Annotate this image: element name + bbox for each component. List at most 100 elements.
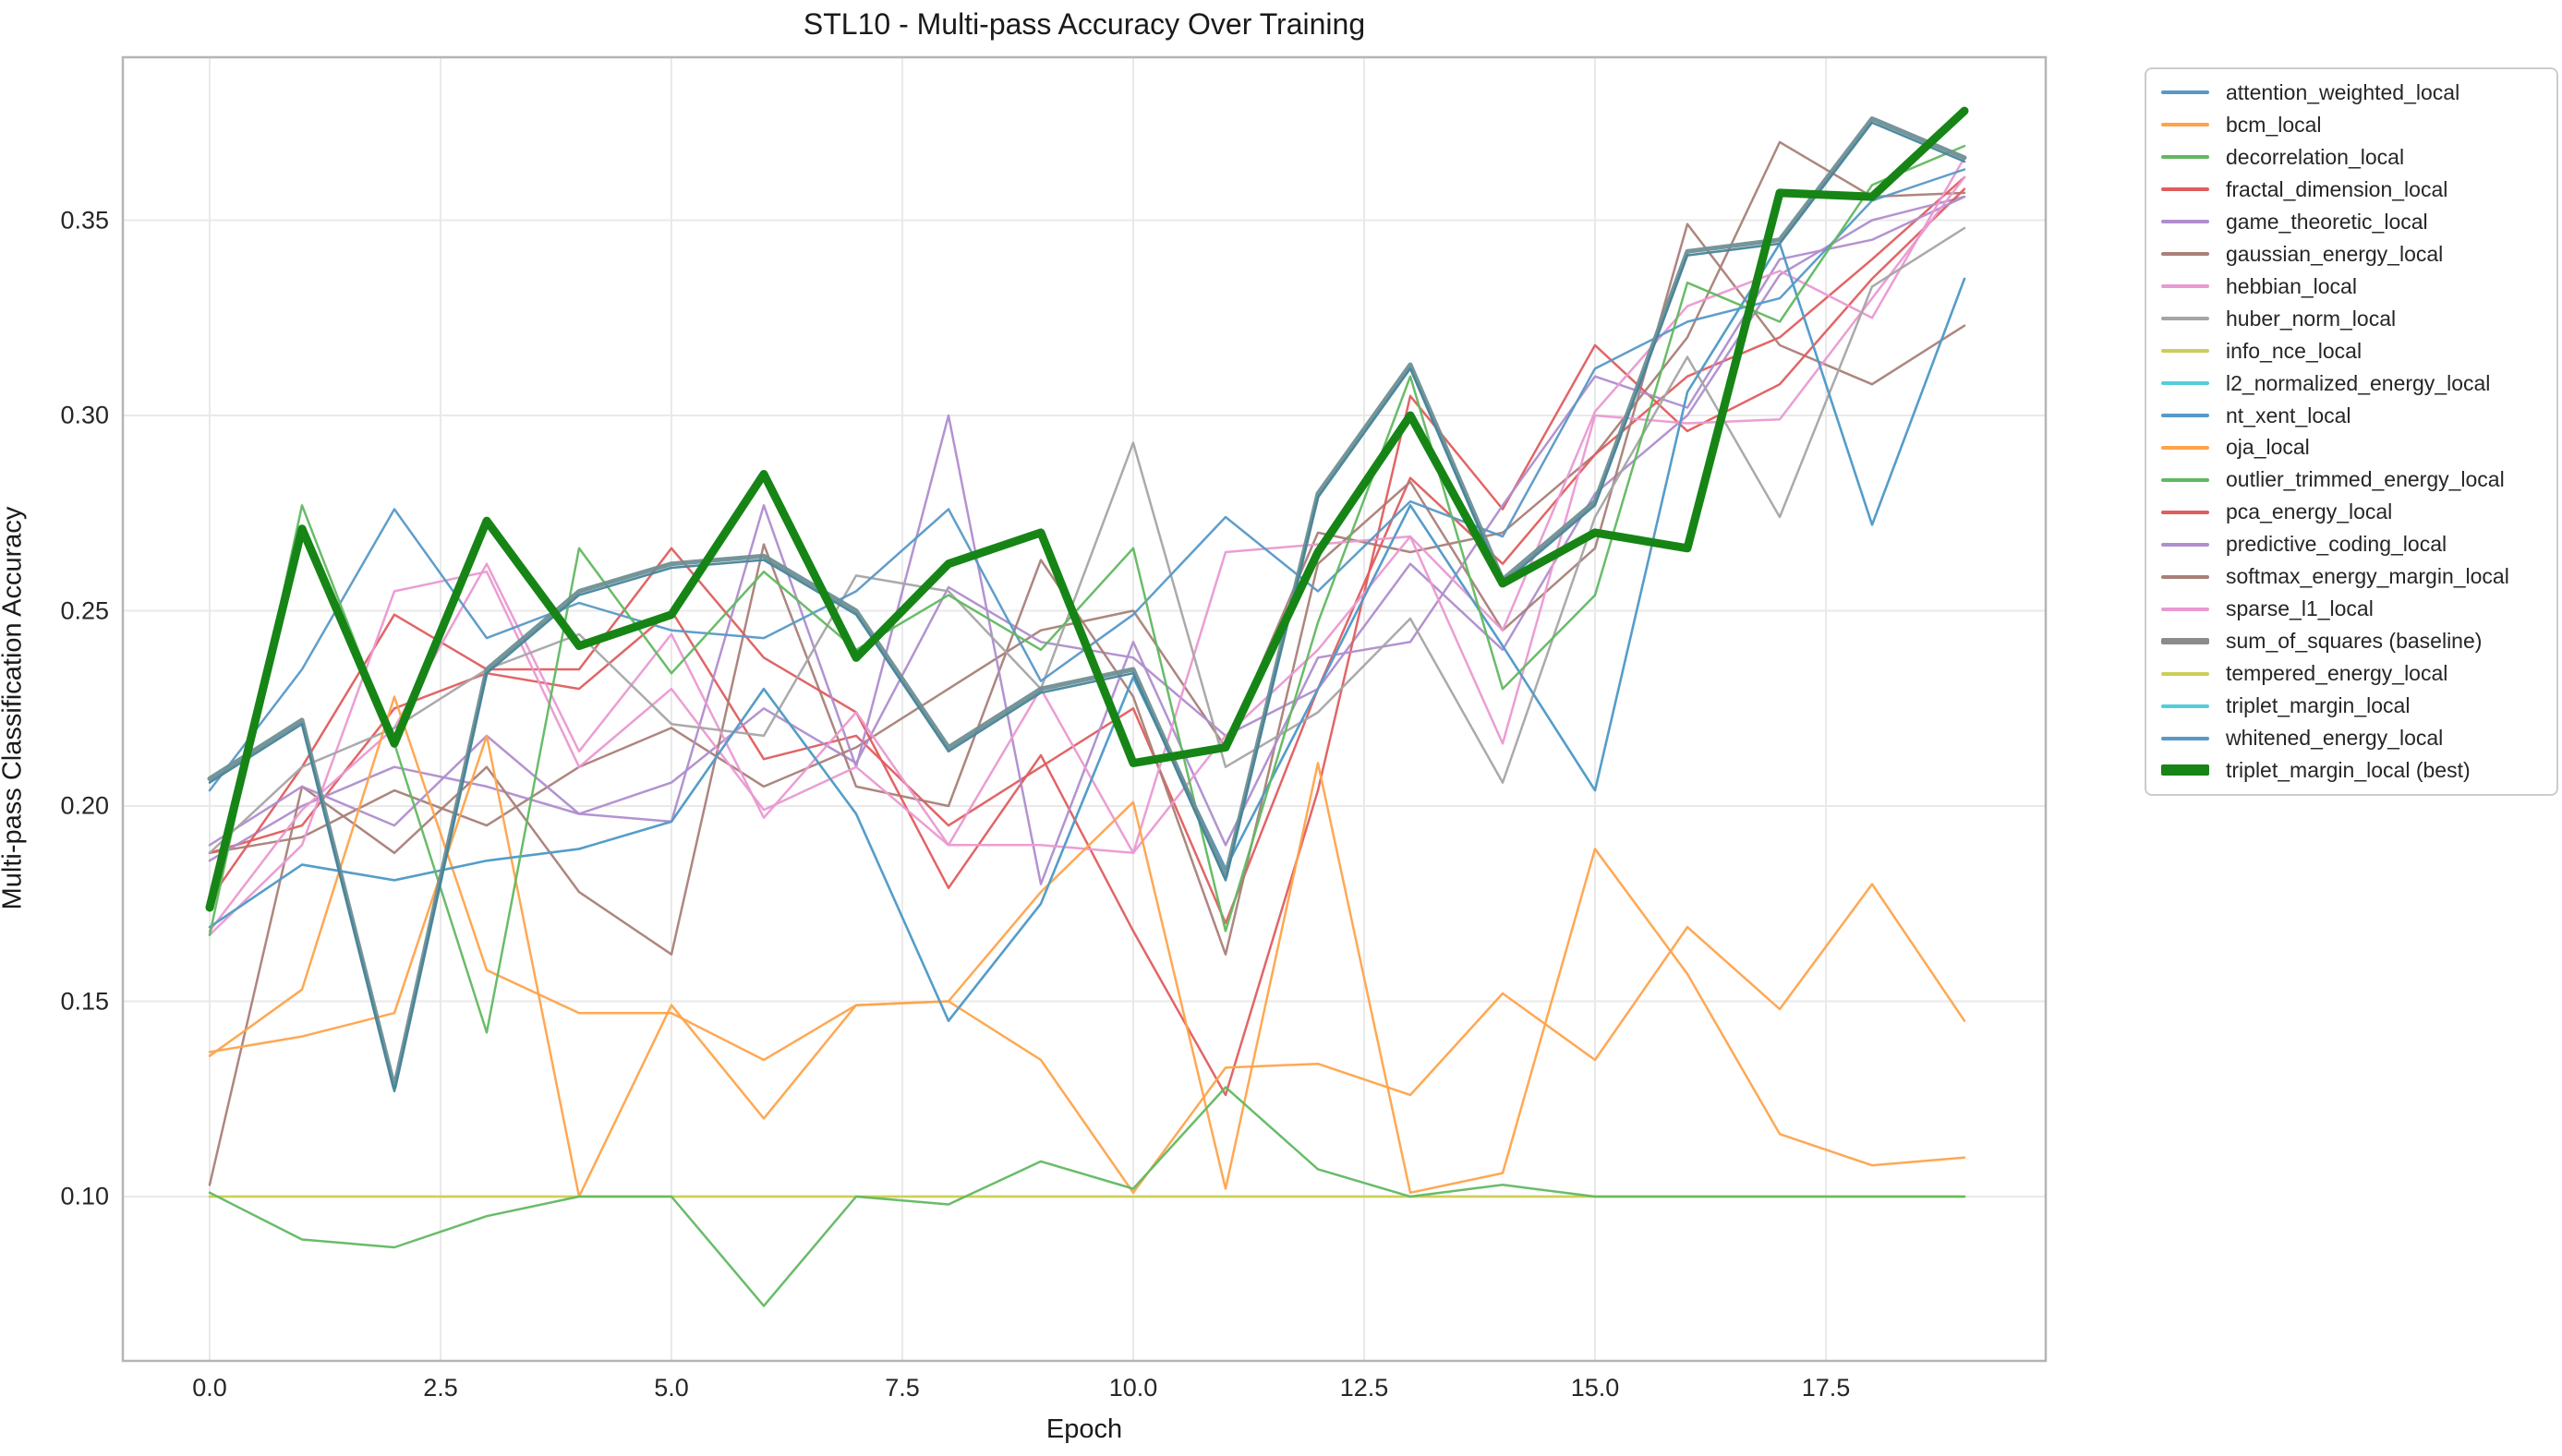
y-tick-label: 0.25	[60, 596, 109, 624]
y-tick-label: 0.35	[60, 206, 109, 234]
plot-border	[121, 55, 2048, 1363]
legend-swatch-icon	[2161, 317, 2209, 321]
y-tick-label: 0.30	[60, 401, 109, 429]
legend-swatch-icon	[2161, 574, 2209, 579]
legend-item-predictive_coding_local: predictive_coding_local	[2146, 531, 2556, 559]
legend-label: decorrelation_local	[2226, 144, 2405, 169]
y-tick-label: 0.15	[60, 987, 109, 1015]
legend-label: whitened_energy_local	[2226, 726, 2444, 751]
legend-swatch-icon	[2161, 381, 2209, 386]
legend-swatch-icon	[2161, 704, 2209, 708]
legend-swatch-icon	[2161, 155, 2209, 160]
legend-swatch-icon	[2161, 607, 2209, 611]
legend-swatch-icon	[2161, 349, 2209, 354]
legend-item-tempered_energy_local: tempered_energy_local	[2146, 660, 2556, 688]
legend-swatch-icon	[2161, 445, 2209, 450]
legend-item-decorrelation_local: decorrelation_local	[2146, 143, 2556, 171]
legend-item-l2_normalized_energy_local: l2_normalized_energy_local	[2146, 369, 2556, 397]
legend-item-triplet_margin_local (best): triplet_margin_local (best)	[2146, 756, 2556, 784]
legend-item-nt_xent_local: nt_xent_local	[2146, 402, 2556, 429]
legend-item-attention_weighted_local: attention_weighted_local	[2146, 78, 2556, 106]
legend-label: hebbian_local	[2226, 273, 2357, 298]
legend-item-outlier_trimmed_energy_local: outlier_trimmed_energy_local	[2146, 466, 2556, 494]
legend-item-fractal_dimension_local: fractal_dimension_local	[2146, 175, 2556, 203]
legend-label: sum_of_squares (baseline)	[2226, 629, 2483, 654]
legend-swatch-icon	[2161, 764, 2209, 776]
legend-swatch-icon	[2161, 542, 2209, 547]
series-line-whitened_energy_local	[208, 121, 1966, 1093]
series-line-huber_norm_local	[208, 226, 1966, 855]
series-line-triplet_margin_local (best)	[205, 106, 1969, 912]
legend-item-pca_energy_local: pca_energy_local	[2146, 499, 2556, 526]
legend-label: pca_energy_local	[2226, 499, 2393, 524]
legend-swatch-icon	[2161, 510, 2209, 514]
series-line-nt_xent_local	[208, 242, 1966, 1022]
legend-label: attention_weighted_local	[2226, 79, 2460, 104]
series-line-pca_energy_local	[208, 175, 1966, 925]
y-axis-label: Multi-pass Classification Accuracy	[0, 506, 28, 910]
legend-swatch-icon	[2161, 736, 2209, 740]
series-line-decorrelation_local	[208, 1086, 1966, 1307]
legend-item-game_theoretic_local: game_theoretic_local	[2146, 208, 2556, 235]
legend-label: outlier_trimmed_energy_local	[2226, 467, 2505, 492]
series-line-gaussian_energy_local	[208, 223, 1966, 1186]
x-axis-label: Epoch	[1045, 1414, 1123, 1444]
y-tick-label: 0.20	[60, 791, 109, 820]
x-tick-label: 15.0	[1570, 1374, 1620, 1402]
legend-item-whitened_energy_local: whitened_energy_local	[2146, 725, 2556, 752]
legend-item-hebbian_local: hebbian_local	[2146, 272, 2556, 300]
legend-label: softmax_energy_margin_local	[2226, 564, 2509, 589]
legend-swatch-icon	[2161, 220, 2209, 224]
legend-label: info_nce_local	[2226, 338, 2363, 363]
legend-swatch-icon	[2161, 414, 2209, 417]
x-tick-label: 0.0	[192, 1374, 227, 1402]
legend-swatch-icon	[2161, 638, 2209, 645]
legend-label: huber_norm_local	[2226, 306, 2397, 331]
legend-item-oja_local: oja_local	[2146, 434, 2556, 462]
x-tick-label: 7.5	[885, 1374, 920, 1402]
legend-label: tempered_energy_local	[2226, 661, 2448, 686]
x-tick-label: 5.0	[654, 1374, 689, 1402]
legend-label: sparse_l1_local	[2226, 596, 2374, 621]
x-tick-label: 12.5	[1339, 1374, 1389, 1402]
series-line-oja_local	[208, 695, 1966, 1195]
legend-swatch-icon	[2161, 123, 2209, 127]
legend-label: triplet_margin_local	[2226, 693, 2411, 718]
legend-swatch-icon	[2161, 284, 2209, 289]
legend-label: nt_xent_local	[2226, 403, 2351, 427]
legend-label: triplet_margin_local (best)	[2226, 757, 2471, 782]
y-tick-label: 0.10	[60, 1182, 109, 1210]
legend-item-softmax_energy_margin_local: softmax_energy_margin_local	[2146, 563, 2556, 591]
x-tick-label: 10.0	[1108, 1374, 1158, 1402]
legend-item-info_nce_local: info_nce_local	[2146, 337, 2556, 365]
legend-item-sparse_l1_local: sparse_l1_local	[2146, 596, 2556, 623]
legend-swatch-icon	[2161, 477, 2209, 482]
legend-swatch-icon	[2161, 90, 2209, 95]
legend-swatch-icon	[2161, 187, 2209, 192]
legend-item-sum_of_squares (baseline): sum_of_squares (baseline)	[2146, 628, 2556, 656]
x-tick-label: 2.5	[423, 1374, 458, 1402]
legend-label: l2_normalized_energy_local	[2226, 370, 2491, 395]
x-tick-label: 17.5	[1801, 1374, 1851, 1402]
series-line-sparse_l1_local	[208, 175, 1966, 936]
legend-label: fractal_dimension_local	[2226, 176, 2448, 201]
legend-swatch-icon	[2161, 671, 2209, 676]
legend-item-bcm_local: bcm_local	[2146, 111, 2556, 138]
legend-swatch-icon	[2161, 252, 2209, 257]
legend-item-huber_norm_local: huber_norm_local	[2146, 305, 2556, 332]
series-line-hebbian_local	[208, 156, 1966, 933]
legend-label: gaussian_energy_local	[2226, 241, 2444, 266]
series-line-sum_of_squares (baseline)	[207, 116, 1967, 1090]
series-line-fractal_dimension_local	[208, 187, 1966, 1097]
legend-item-gaussian_energy_local: gaussian_energy_local	[2146, 240, 2556, 268]
chart-title: STL10 - Multi-pass Accuracy Over Trainin…	[803, 7, 1366, 41]
series-line-game_theoretic_local	[208, 195, 1966, 885]
legend-label: game_theoretic_local	[2226, 209, 2428, 234]
legend-item-triplet_margin_local: triplet_margin_local	[2146, 692, 2556, 720]
series-line-bcm_local	[208, 734, 1966, 1198]
legend-label: predictive_coding_local	[2226, 532, 2447, 557]
series-line-outlier_trimmed_energy_local	[208, 144, 1966, 1034]
